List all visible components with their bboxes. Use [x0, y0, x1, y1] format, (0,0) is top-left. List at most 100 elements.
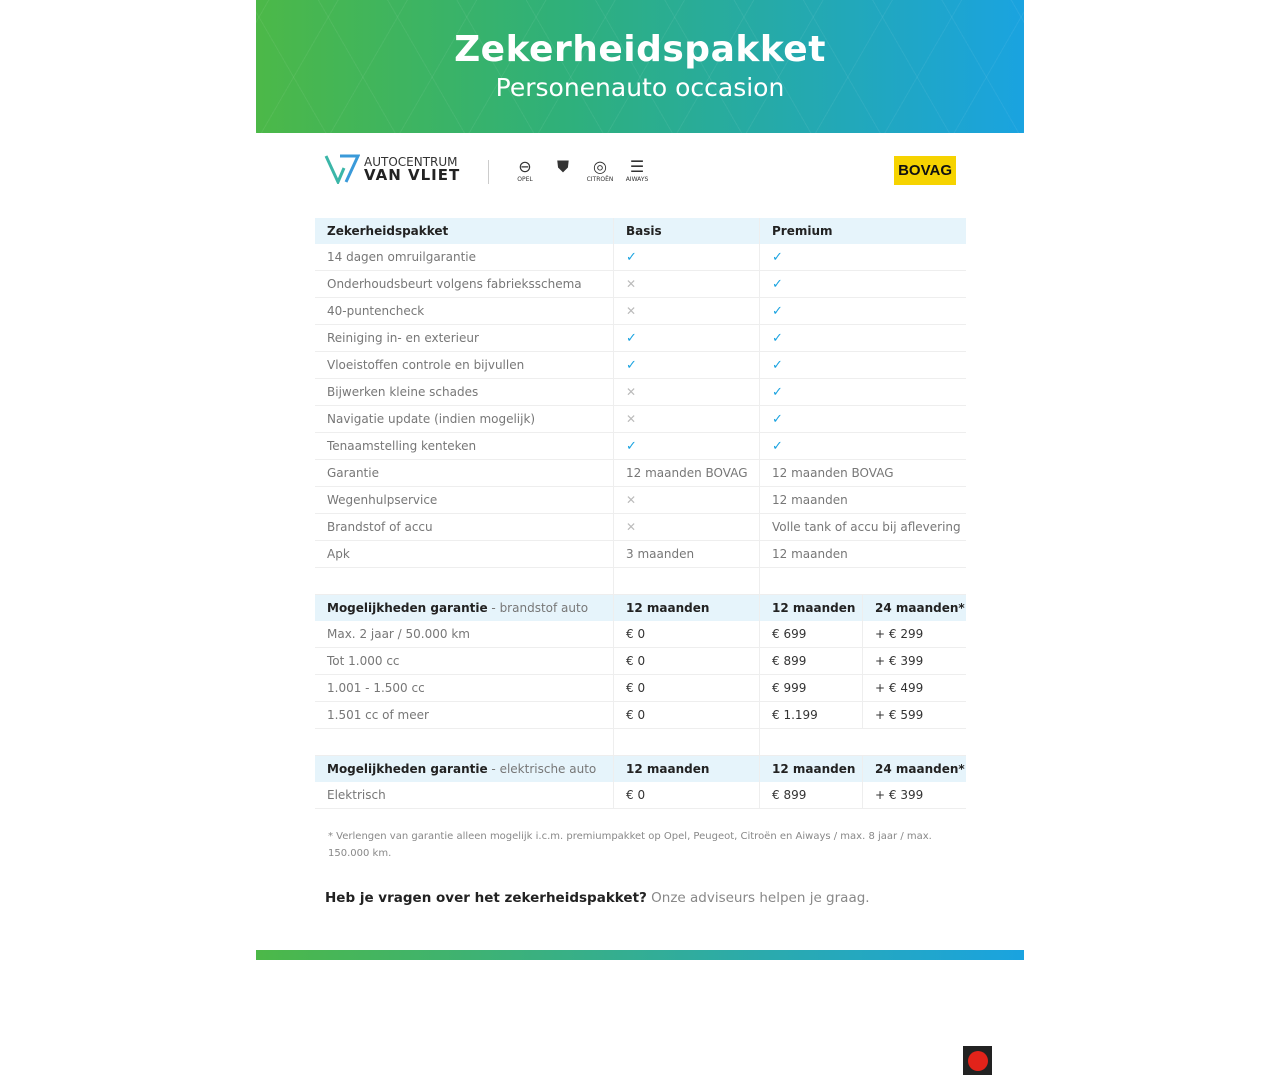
table-header: Zekerheidspakket Basis Premium — [315, 218, 966, 244]
check-icon: ✓ — [772, 330, 783, 346]
option-label: 1.001 - 1.500 cc — [315, 674, 614, 702]
header-cell: 24 maanden* — [862, 755, 966, 782]
page-title: Zekerheidspakket — [454, 29, 826, 70]
header-cell: 12 maanden — [613, 755, 760, 782]
empty-cell — [759, 567, 966, 595]
opel-logo: ⊖ OPEL — [517, 157, 533, 184]
feature-label: Navigatie update (indien mogelijk) — [315, 405, 614, 433]
premium-value: 12 maanden — [759, 486, 966, 514]
footnote: * Verlengen van garantie alleen mogelijk… — [328, 831, 932, 859]
empty-cell — [613, 728, 760, 756]
contact-question: Heb je vragen over het zekerheidspakket?… — [325, 890, 870, 906]
cross-icon: ✕ — [626, 304, 637, 318]
price-basis: € 0 — [613, 674, 760, 702]
divider — [488, 160, 489, 184]
table-row: 40-puntencheck ✕ ✓ — [315, 297, 966, 325]
premium-value: 12 maanden BOVAG — [759, 459, 966, 487]
table-row: 1.501 cc of meer € 0 € 1.199 + € 599 — [315, 701, 966, 729]
check-icon: ✓ — [772, 249, 783, 265]
feature-label: Tenaamstelling kenteken — [315, 432, 614, 460]
price-basis: € 0 — [613, 782, 760, 809]
dealer-logo: AUTOCENTRUM VAN VLIET — [324, 154, 460, 184]
price-premium-12: € 699 — [759, 621, 863, 648]
table-row: Vloeistoffen controle en bijvullen ✓ ✓ — [315, 351, 966, 379]
page-subtitle: Personenauto occasion — [495, 73, 785, 102]
check-icon: ✓ — [626, 357, 637, 373]
price-basis: € 0 — [613, 647, 760, 675]
fuel_table-header: Mogelijkheden garantie - brandstof auto 1… — [315, 594, 966, 621]
price-premium-12: € 899 — [759, 647, 863, 675]
basis-value: ✕ — [613, 297, 760, 325]
table-row: Apk 3 maanden 12 maanden — [315, 540, 966, 568]
cross-icon: ✕ — [626, 277, 637, 291]
premium-value: ✓ — [759, 378, 966, 406]
premium-value: ✓ — [759, 351, 966, 379]
table-row: Navigatie update (indien mogelijk) ✕ ✓ — [315, 405, 966, 433]
premium-value: 12 maanden — [759, 540, 966, 568]
header-cell: Zekerheidspakket — [315, 218, 614, 244]
feature-label: Onderhoudsbeurt volgens fabrieksschema — [315, 270, 614, 298]
header-cell: Premium — [759, 218, 966, 244]
check-icon: ✓ — [772, 303, 783, 319]
spacer-row — [315, 567, 966, 595]
premium-value: Volle tank of accu bij aflevering — [759, 513, 966, 541]
peugeot-logo: ⛊ — [556, 157, 569, 176]
basis-value: ✕ — [613, 513, 760, 541]
basis-value: 3 maanden — [613, 540, 760, 568]
price-premium-24: + € 499 — [862, 674, 966, 702]
check-icon: ✓ — [626, 330, 637, 346]
premium-value: ✓ — [759, 432, 966, 460]
spacer-row — [315, 728, 966, 756]
basis-value: ✕ — [613, 270, 760, 298]
feature-label: Apk — [315, 540, 614, 568]
premium-value: ✓ — [759, 324, 966, 352]
check-icon: ✓ — [772, 384, 783, 400]
cross-icon: ✕ — [626, 520, 637, 534]
feature-label: 14 dagen omruilgarantie — [315, 244, 614, 271]
empty-cell — [613, 567, 760, 595]
price-premium-12: € 999 — [759, 674, 863, 702]
table-row: Wegenhulpservice ✕ 12 maanden — [315, 486, 966, 514]
premium-value: ✓ — [759, 405, 966, 433]
premium-value: ✓ — [759, 297, 966, 325]
check-icon: ✓ — [772, 357, 783, 373]
table-row: Garantie 12 maanden BOVAG 12 maanden BOVAG — [315, 459, 966, 487]
table-row: Tot 1.000 cc € 0 € 899 + € 399 — [315, 647, 966, 675]
cross-icon: ✕ — [626, 385, 637, 399]
header-banner: Zekerheidspakket Personenauto occasion — [256, 0, 1024, 133]
table-row: Tenaamstelling kenteken ✓ ✓ — [315, 432, 966, 460]
feature-label: Brandstof of accu — [315, 513, 614, 541]
header-cell: Basis — [613, 218, 760, 244]
header-cell: 12 maanden — [759, 594, 863, 621]
basis-value: ✓ — [613, 244, 760, 271]
feature-label: 40-puntencheck — [315, 297, 614, 325]
table-row: Max. 2 jaar / 50.000 km € 0 € 699 + € 299 — [315, 621, 966, 648]
feature-label: Reiniging in- en exterieur — [315, 324, 614, 352]
page: Zekerheidspakket Personenauto occasion A… — [256, 0, 1024, 1075]
price-premium-12: € 899 — [759, 782, 863, 809]
table-row: Bijwerken kleine schades ✕ ✓ — [315, 378, 966, 406]
header-cell: Mogelijkheden garantie - elektrische aut… — [315, 755, 614, 782]
electric_table-header: Mogelijkheden garantie - elektrische aut… — [315, 755, 966, 782]
option-label: 1.501 cc of meer — [315, 701, 614, 729]
basis-value: ✕ — [613, 486, 760, 514]
dealer-name-line2: VAN VLIET — [364, 166, 461, 184]
option-label: Elektrisch — [315, 782, 614, 809]
cross-icon: ✕ — [626, 493, 637, 507]
basis-value: 12 maanden BOVAG — [613, 459, 760, 487]
option-label: Max. 2 jaar / 50.000 km — [315, 621, 614, 648]
premium-value: ✓ — [759, 244, 966, 271]
empty-cell — [315, 728, 614, 756]
empty-cell — [315, 567, 614, 595]
price-premium-24: + € 299 — [862, 621, 966, 648]
logo-bar: AUTOCENTRUM VAN VLIET ⊖ OPEL ⛊ ◎ CITROËN ☰… — [324, 150, 993, 1075]
feature-label: Bijwerken kleine schades — [315, 378, 614, 406]
basis-value: ✕ — [613, 405, 760, 433]
basis-value: ✓ — [613, 324, 760, 352]
check-icon: ✓ — [772, 438, 783, 454]
header-cell: Mogelijkheden garantie - brandstof auto — [315, 594, 614, 621]
feature-label: Garantie — [315, 459, 614, 487]
cross-icon: ✕ — [626, 412, 637, 426]
basis-value: ✓ — [613, 351, 760, 379]
check-icon: ✓ — [772, 276, 783, 292]
